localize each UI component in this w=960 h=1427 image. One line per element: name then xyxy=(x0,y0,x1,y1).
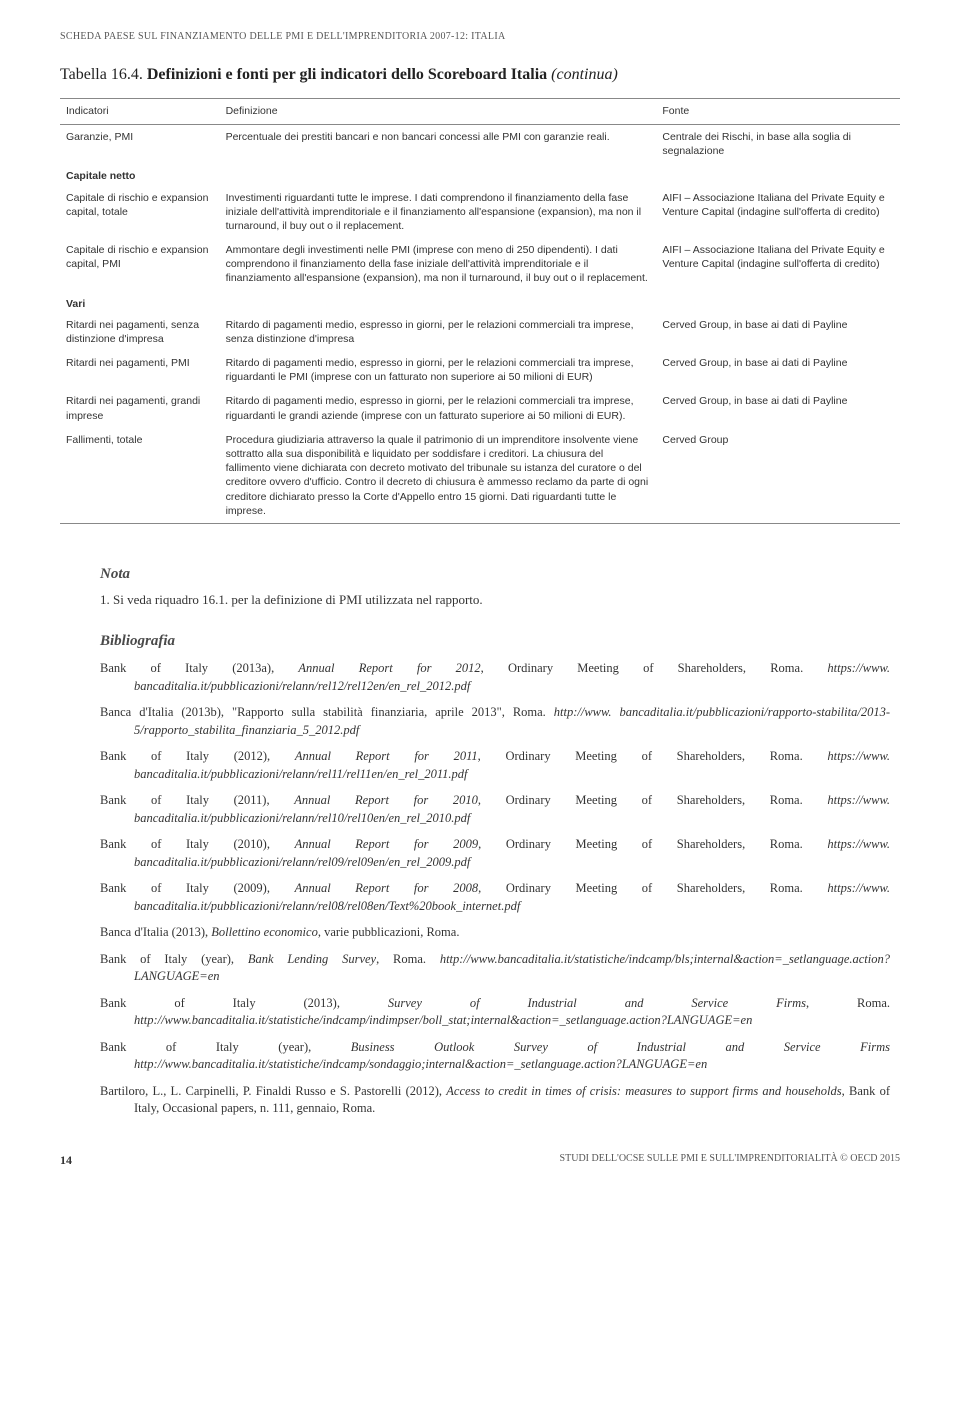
section-label: Capitale netto xyxy=(60,163,900,185)
biblio-item: Bank of Italy (2010), Annual Report for … xyxy=(100,836,890,871)
table-row: Capitale netto xyxy=(60,163,900,185)
cell: Ritardi nei pagamenti, PMI xyxy=(60,351,220,389)
biblio-item: Bank of Italy (year), Business Outlook S… xyxy=(100,1039,890,1074)
biblio-item: Banca d'Italia (2013b), "Rapporto sulla … xyxy=(100,704,890,739)
col-header-definizione: Definizione xyxy=(220,99,657,125)
biblio-item: Bank of Italy (2012), Annual Report for … xyxy=(100,748,890,783)
table-title-main: Definizioni e fonti per gli indicatori d… xyxy=(147,66,551,83)
page-footer: 14 STUDI DELL'OCSE SULLE PMI E SULL'IMPR… xyxy=(60,1152,900,1169)
table-row: Ritardi nei pagamenti, PMIRitardo di pag… xyxy=(60,351,900,389)
definitions-table: Indicatori Definizione Fonte Garanzie, P… xyxy=(60,98,900,523)
table-number: Tabella 16.4. xyxy=(60,66,147,83)
cell: Cerved Group, in base ai dati di Payline xyxy=(656,351,900,389)
biblio-item: Banca d'Italia (2013), Bollettino econom… xyxy=(100,924,890,942)
cell: Cerved Group, in base ai dati di Payline xyxy=(656,389,900,427)
bibliografia-heading: Bibliografia xyxy=(100,631,890,652)
cell: Procedura giudiziaria attraverso la qual… xyxy=(220,428,657,524)
biblio-item: Bank of Italy (2009), Annual Report for … xyxy=(100,880,890,915)
cell: Cerved Group xyxy=(656,428,900,524)
cell: Fallimenti, totale xyxy=(60,428,220,524)
biblio-item: Bartiloro, L., L. Carpinelli, P. Finaldi… xyxy=(100,1083,890,1118)
table-row: Ritardi nei pagamenti, senza distinzione… xyxy=(60,313,900,351)
cell: Ritardo di pagamenti medio, espresso in … xyxy=(220,351,657,389)
cell: Cerved Group, in base ai dati di Payline xyxy=(656,313,900,351)
running-header: SCHEDA PAESE SUL FINANZIAMENTO DELLE PMI… xyxy=(60,30,900,44)
table-row: Capitale di rischio e expansion capital,… xyxy=(60,186,900,239)
cell: Ritardo di pagamenti medio, espresso in … xyxy=(220,389,657,427)
col-header-indicatori: Indicatori xyxy=(60,99,220,125)
cell: Ritardi nei pagamenti, grandi imprese xyxy=(60,389,220,427)
cell: Percentuale dei prestiti bancari e non b… xyxy=(220,125,657,164)
table-row: Vari xyxy=(60,291,900,313)
cell: Ritardi nei pagamenti, senza distinzione… xyxy=(60,313,220,351)
biblio-item: Bank of Italy (2013), Survey of Industri… xyxy=(100,995,890,1030)
cell: AIFI – Associazione Italiana del Private… xyxy=(656,238,900,291)
cell: Ritardo di pagamenti medio, espresso in … xyxy=(220,313,657,351)
cell: Capitale di rischio e expansion capital,… xyxy=(60,186,220,239)
table-title: Tabella 16.4. Definizioni e fonti per gl… xyxy=(60,64,900,86)
section-label: Vari xyxy=(60,291,900,313)
page-number: 14 xyxy=(60,1152,72,1169)
cell: AIFI – Associazione Italiana del Private… xyxy=(656,186,900,239)
table-row: Garanzie, PMIPercentuale dei prestiti ba… xyxy=(60,125,900,164)
nota-heading: Nota xyxy=(100,564,890,585)
cell: Investimenti riguardanti tutte le impres… xyxy=(220,186,657,239)
cell: Garanzie, PMI xyxy=(60,125,220,164)
biblio-item: Bank of Italy (2013a), Annual Report for… xyxy=(100,660,890,695)
nota-text: 1. Si veda riquadro 16.1. per la definiz… xyxy=(100,591,890,609)
table-row: Fallimenti, totaleProcedura giudiziaria … xyxy=(60,428,900,524)
table-row: Ritardi nei pagamenti, grandi impreseRit… xyxy=(60,389,900,427)
biblio-item: Bank of Italy (year), Bank Lending Surve… xyxy=(100,951,890,986)
biblio-item: Bank of Italy (2011), Annual Report for … xyxy=(100,792,890,827)
footer-right: STUDI DELL'OCSE SULLE PMI E SULL'IMPREND… xyxy=(560,1152,900,1169)
cell: Ammontare degli investimenti nelle PMI (… xyxy=(220,238,657,291)
col-header-fonte: Fonte xyxy=(656,99,900,125)
cell: Centrale dei Rischi, in base alla soglia… xyxy=(656,125,900,164)
table-row: Capitale di rischio e expansion capital,… xyxy=(60,238,900,291)
cell: Capitale di rischio e expansion capital,… xyxy=(60,238,220,291)
table-title-suffix: (continua) xyxy=(551,66,618,83)
bibliografia-list: Bank of Italy (2013a), Annual Report for… xyxy=(100,660,890,1118)
